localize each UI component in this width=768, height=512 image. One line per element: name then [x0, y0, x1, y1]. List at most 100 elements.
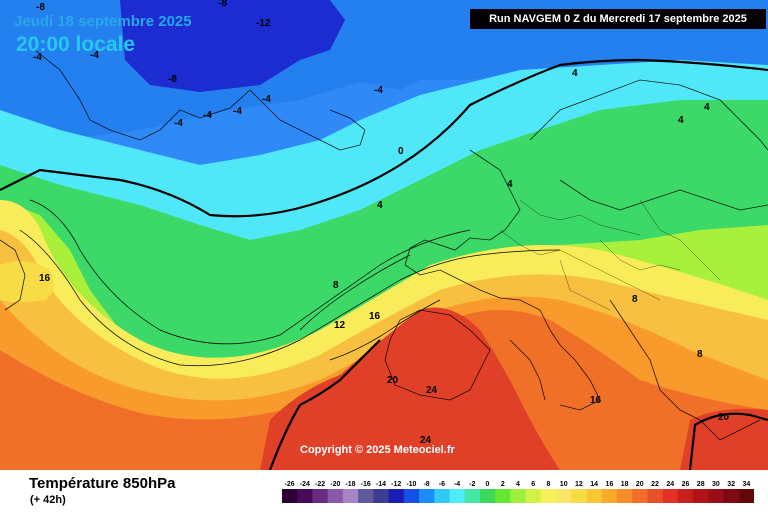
scale-swatch [723, 489, 739, 503]
contour-label: 4 [704, 102, 710, 113]
temperature-map: -8 -8 -12 -8 -4 -4 -4 -4 -4 -4 -4 0 4 4 … [0, 0, 768, 470]
scale-swatch [449, 489, 465, 503]
scale-swatch [403, 489, 420, 503]
scale-swatch [327, 489, 344, 503]
scale-tick-label: 2 [501, 481, 505, 488]
forecast-date: Jeudi 18 septembre 2025 [14, 13, 192, 30]
contour-label: -4 [174, 118, 183, 129]
scale-tick-label: -14 [376, 481, 386, 488]
scale-tick-label: -24 [300, 481, 310, 488]
scale-swatch [419, 489, 435, 503]
scale-swatch [479, 489, 496, 503]
scale-swatch [556, 489, 572, 503]
contour-label: -8 [218, 0, 227, 9]
contour-label: -4 [203, 110, 212, 121]
contour-label: 4 [507, 179, 513, 190]
scale-tick-label: -18 [345, 481, 355, 488]
scale-swatch [571, 489, 587, 503]
scale-swatch [540, 489, 557, 503]
scale-swatch [358, 489, 374, 503]
scale-tick-label: 24 [666, 481, 674, 488]
thin-isotherms [19, 199, 561, 367]
contour-label: -4 [33, 52, 42, 63]
scale-swatch [464, 489, 481, 503]
scale-tick-label: 14 [590, 481, 598, 488]
scale-tick-label: -16 [361, 481, 371, 488]
scale-swatch [297, 489, 313, 503]
scale-swatch [586, 489, 602, 503]
contour-label: -8 [168, 74, 177, 85]
forecast-offset: (+ 42h) [30, 494, 66, 506]
scale-swatch [677, 489, 694, 503]
scale-tick-label: -22 [315, 481, 325, 488]
scale-swatch [525, 489, 542, 503]
scale-swatch [601, 489, 618, 503]
contour-label: -12 [256, 18, 271, 29]
scale-tick-label: -6 [439, 481, 445, 488]
scale-swatch [342, 489, 359, 503]
color-scale: -26 -24 -22 -20 -18 -16 -14 -12 -10 -8 -6 -4 -2 0 2 4 6 8… [282, 481, 754, 503]
contour-label: -4 [233, 106, 242, 117]
scale-tick-label: -20 [330, 481, 340, 488]
scale-swatch [662, 489, 679, 503]
contour-label: 16 [39, 273, 51, 284]
temperature-fields [0, 0, 768, 470]
scale-swatch [388, 489, 405, 503]
contour-label: 12 [334, 320, 346, 331]
map-title: Température 850hPa [29, 475, 176, 492]
scale-swatch [510, 489, 526, 503]
model-run-label: Run NAVGEM 0 Z du Mercredi 17 septembre … [470, 9, 766, 29]
scale-tick-label: 0 [486, 481, 490, 488]
scale-tick-label: 4 [516, 481, 520, 488]
scale-tick-label: 18 [621, 481, 629, 488]
contour-label: -8 [36, 2, 45, 13]
scale-tick-label: -4 [454, 481, 460, 488]
scale-swatch [434, 489, 450, 503]
scale-swatch [632, 489, 648, 503]
scale-swatch [282, 489, 298, 503]
contour-label: 24 [426, 385, 438, 396]
contour-label: -4 [262, 94, 271, 105]
contour-label: 4 [678, 115, 684, 126]
copyright-notice: Copyright © 2025 Meteociel.fr [300, 444, 455, 456]
scale-swatch [495, 489, 511, 503]
scale-tick-label: -26 [285, 481, 295, 488]
scale-tick-label: 8 [547, 481, 551, 488]
scale-tick-label: 34 [743, 481, 751, 488]
contour-label: -4 [374, 85, 383, 96]
scale-tick-label: 30 [712, 481, 720, 488]
forecast-time: 20:00 locale [16, 33, 136, 56]
scale-tick-label: -10 [406, 481, 416, 488]
contour-label: 24 [420, 435, 432, 446]
borders [499, 199, 721, 311]
scale-tick-label: 20 [636, 481, 644, 488]
scale-tick-label: 10 [560, 481, 568, 488]
scale-swatch [708, 489, 724, 503]
contour-label: 8 [632, 294, 638, 305]
scale-tick-label: 6 [531, 481, 535, 488]
isotherms [0, 58, 768, 470]
contour-label: -4 [90, 50, 99, 61]
contour-label: 8 [697, 349, 703, 360]
contour-labels: -8 -8 -12 -8 -4 -4 -4 -4 -4 -4 -4 0 4 4 … [33, 0, 730, 446]
scale-swatch [617, 489, 633, 503]
contour-label: 16 [590, 395, 602, 406]
scale-tick-label: -12 [391, 481, 401, 488]
scale-tick-label: 32 [727, 481, 735, 488]
scale-tick-label: 28 [697, 481, 705, 488]
contour-label: 8 [333, 280, 339, 291]
scale-swatch [373, 489, 389, 503]
scale-tick-label: 26 [682, 481, 690, 488]
contour-label: 20 [387, 375, 399, 386]
contour-label: 0 [398, 146, 404, 157]
contour-label: 20 [718, 412, 730, 423]
contour-label: 16 [369, 311, 381, 322]
scale-swatch [738, 489, 754, 503]
scale-tick-label: 12 [575, 481, 583, 488]
scale-tick-label: -2 [469, 481, 475, 488]
scale-swatch [647, 489, 663, 503]
scale-tick-label: 16 [606, 481, 614, 488]
contour-label: 4 [572, 68, 578, 79]
scale-tick-label: -8 [423, 481, 429, 488]
scale-swatch [693, 489, 709, 503]
